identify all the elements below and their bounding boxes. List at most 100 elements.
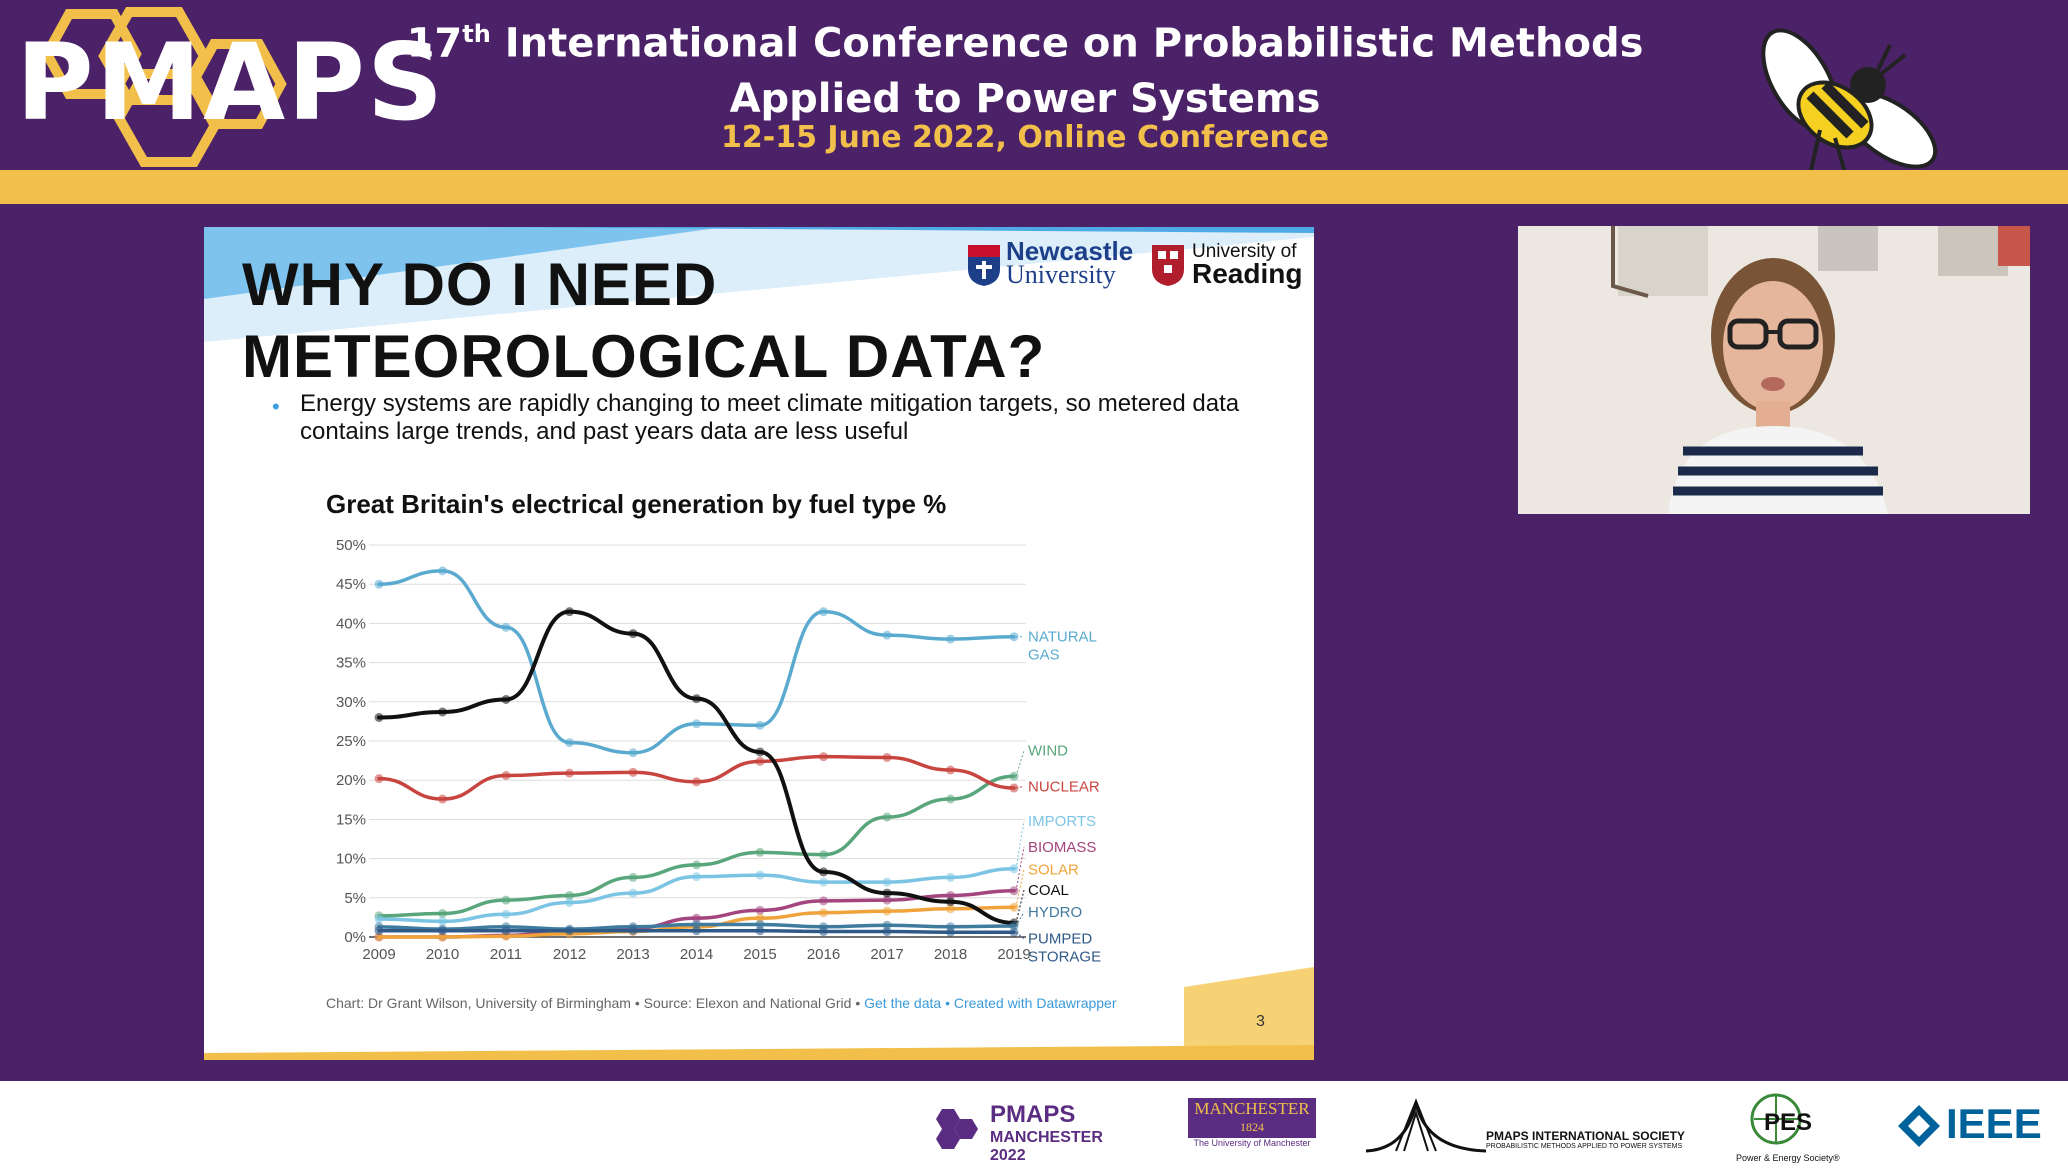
data-point [501, 694, 511, 704]
series-label: PUMPED [1028, 931, 1092, 948]
y-tick-label: 20% [336, 772, 366, 789]
data-point [1009, 902, 1019, 912]
get-the-data-link[interactable]: Get the data [864, 995, 942, 1011]
x-tick-label: 2012 [553, 946, 586, 963]
data-point [1009, 927, 1019, 937]
speaker-video [1518, 226, 2030, 514]
label-leader [1015, 846, 1025, 891]
data-point [882, 888, 892, 898]
y-tick-label: 5% [344, 890, 366, 907]
data-point [819, 850, 828, 860]
data-point [565, 926, 574, 936]
data-point [692, 913, 701, 923]
presentation-slide: WHY DO I NEED METEOROLOGICAL DATA? Newca… [204, 227, 1314, 1060]
slide-title-line1: WHY DO I NEED [242, 251, 718, 318]
y-tick-label: 35% [336, 655, 366, 672]
data-point [755, 756, 765, 766]
series-label: WIND [1028, 742, 1068, 759]
data-point [692, 860, 701, 870]
data-point [946, 634, 955, 644]
data-point [819, 927, 828, 937]
pmaps-society-mark-icon [1366, 1098, 1486, 1153]
data-point [438, 794, 447, 804]
x-tick-label: 2015 [743, 946, 776, 963]
data-point [374, 579, 384, 589]
data-point [438, 916, 447, 926]
pmaps-hexagon-logo-icon [41, 7, 287, 167]
data-point [628, 767, 638, 777]
data-point [501, 909, 511, 919]
data-point [819, 908, 828, 918]
speaker-webcam-image [1518, 226, 2030, 514]
data-point [628, 748, 638, 758]
data-point [882, 812, 892, 822]
pmaps-logo-text: PMAPS [16, 21, 446, 144]
data-point [692, 919, 701, 929]
reading-crest-icon [1152, 245, 1184, 286]
data-point [374, 932, 384, 942]
y-tick-label: 50% [336, 537, 366, 554]
data-point [374, 774, 384, 784]
data-point [692, 777, 701, 787]
chart-credit: Chart: Dr Grant Wilson, University of Bi… [326, 995, 1117, 1011]
data-point [438, 932, 447, 942]
series-label: STORAGE [1028, 949, 1101, 966]
series-line [377, 774, 1016, 918]
slide-page-number: 3 [1256, 1013, 1265, 1030]
data-point [501, 770, 511, 780]
y-tick-label: 25% [336, 733, 366, 750]
data-point [819, 607, 828, 617]
data-point [1009, 864, 1019, 874]
series-label: NATURAL [1028, 629, 1097, 646]
label-leader [1015, 750, 1025, 777]
data-point [819, 752, 828, 762]
data-point [628, 629, 638, 639]
x-tick-label: 2014 [680, 946, 713, 963]
university-logos: Newcastle University University of Readi… [966, 238, 1302, 297]
pmaps-hexagon-small-icon [936, 1109, 978, 1149]
data-point [1009, 783, 1019, 793]
data-point [374, 712, 384, 722]
data-point [501, 622, 511, 632]
y-tick-label: 15% [336, 811, 366, 828]
data-point [882, 877, 892, 887]
data-point [755, 870, 765, 880]
x-tick-label: 2018 [934, 946, 967, 963]
data-point [819, 867, 828, 877]
pes-globe-icon [1750, 1093, 1802, 1145]
data-point [438, 707, 447, 717]
data-point [946, 794, 955, 804]
y-tick-label: 0% [344, 929, 366, 946]
data-point [565, 768, 574, 778]
data-point [755, 720, 765, 730]
data-point [1009, 921, 1019, 931]
slide-bullet: Energy systems are rapidly changing to m… [300, 390, 1240, 445]
data-point [755, 919, 765, 929]
data-point [565, 890, 574, 900]
label-leader [1015, 785, 1025, 789]
pmaps-manchester-logo: PMAPS MANCHESTER 2022 [932, 1101, 1142, 1164]
data-point [946, 904, 955, 914]
data-point [882, 630, 892, 640]
data-point [565, 738, 574, 748]
data-point [819, 877, 828, 887]
label-leader [1015, 931, 1025, 939]
y-tick-label: 30% [336, 694, 366, 711]
data-point [946, 897, 955, 907]
y-tick-label: 10% [336, 851, 366, 868]
datawrapper-link[interactable]: Created with Datawrapper [953, 995, 1117, 1011]
data-point [755, 847, 765, 857]
slide-title-line2: METEOROLOGICAL DATA? [242, 323, 1046, 390]
x-tick-label: 2011 [490, 946, 522, 963]
data-point [1009, 886, 1019, 896]
series-label: BIOMASS [1028, 839, 1096, 856]
ieee-diamond-icon [1898, 1105, 1940, 1147]
series-label: SOLAR [1028, 862, 1079, 879]
data-point [374, 914, 384, 924]
data-point [692, 719, 701, 729]
data-point [882, 752, 892, 762]
manchester-bee-icon [1761, 28, 1938, 191]
data-point [755, 913, 765, 923]
data-point [692, 872, 701, 882]
series-label: HYDRO [1028, 904, 1082, 921]
